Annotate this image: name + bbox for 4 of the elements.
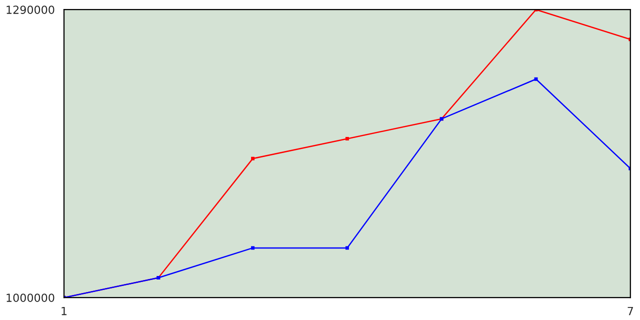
- x-tick-label: 7: [628, 306, 633, 316]
- y-tick-label: 1290000: [6, 6, 54, 14]
- y-tick-label: 1000000: [6, 294, 54, 302]
- x-tick-label: 1: [62, 306, 67, 316]
